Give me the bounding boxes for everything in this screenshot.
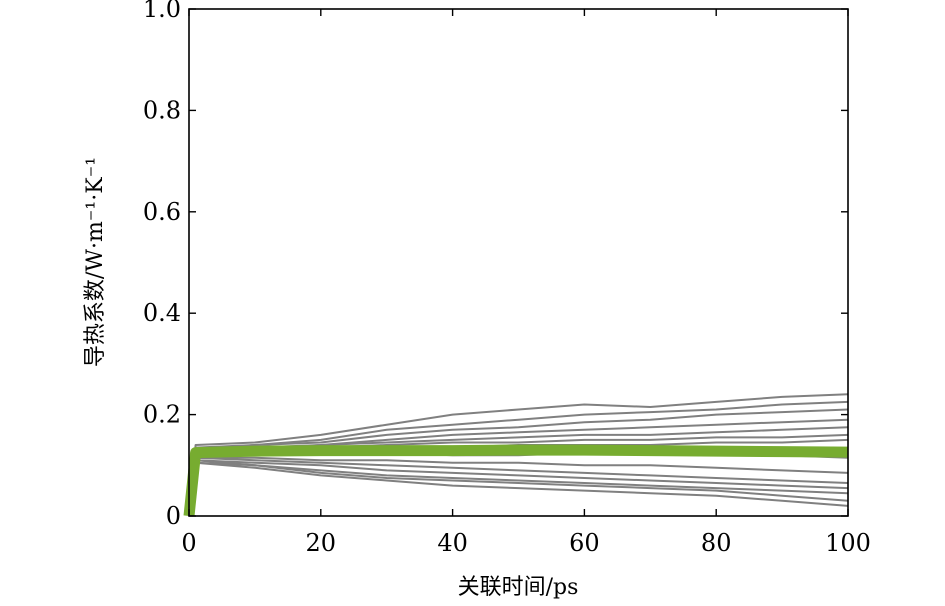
series-line-10 <box>188 456 849 517</box>
y-axis-label: 导热系数/W·m⁻¹·K⁻¹ <box>83 157 108 367</box>
x-tick-label: 20 <box>306 529 337 557</box>
y-tick-label: 0.8 <box>143 96 181 124</box>
x-tick-label: 40 <box>437 529 468 557</box>
mean-series-line <box>183 444 849 517</box>
x-tick-label: 60 <box>569 529 600 557</box>
series-line-11 <box>188 459 849 517</box>
y-tick-label: 0.2 <box>143 401 181 429</box>
y-tick-label: 0.4 <box>143 299 181 327</box>
x-axis-label: 关联时间/ps <box>458 575 579 600</box>
x-tick-label: 100 <box>825 529 871 557</box>
x-tick-label: 80 <box>701 529 732 557</box>
series-line-14 <box>188 461 849 517</box>
series-line-13 <box>188 461 849 517</box>
y-tick-label: 0.6 <box>143 198 181 226</box>
plot-frame <box>188 8 849 517</box>
series-line-9 <box>188 456 849 517</box>
series-layer <box>183 393 849 517</box>
y-tick-label: 0 <box>166 502 181 530</box>
y-tick-label: 1.0 <box>143 0 181 23</box>
x-tick-label: 0 <box>181 529 196 557</box>
series-line-1 <box>188 393 849 517</box>
tick-layer: 0 20 40 60 80 100 0 0.2 0.4 0.6 0.8 1.0 <box>143 0 871 557</box>
